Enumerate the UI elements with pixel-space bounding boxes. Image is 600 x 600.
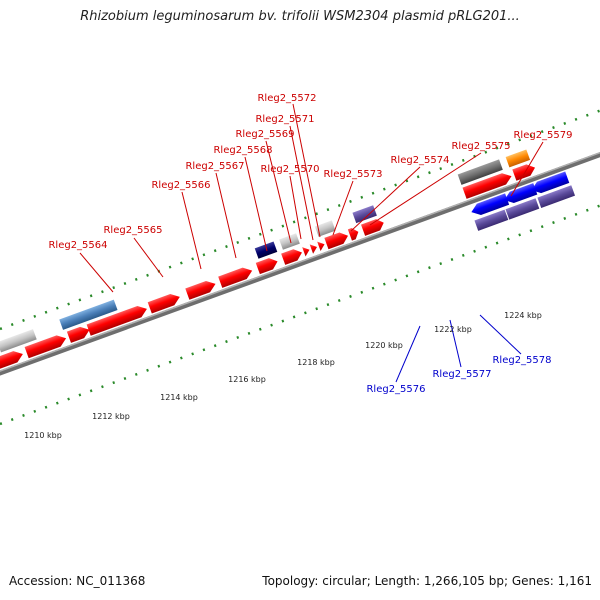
gene-label[interactable]: Rleg2_5565 — [103, 225, 162, 236]
gene-label[interactable]: Rleg2_5577 — [432, 369, 491, 380]
topology-value: circular — [322, 574, 367, 588]
feature-grey[interactable] — [279, 233, 300, 250]
gene-label[interactable]: Rleg2_5570 — [260, 164, 319, 175]
scale-label: 1218 kbp — [297, 358, 335, 367]
feature-slate[interactable] — [352, 205, 377, 224]
scale-label: 1222 kbp — [434, 325, 472, 334]
cds-arrow[interactable] — [281, 247, 304, 265]
feature-slate-reverse[interactable] — [537, 185, 576, 208]
cds-arrow[interactable] — [309, 242, 319, 254]
feature-navy[interactable] — [254, 241, 278, 259]
accession-info: Accession: NC_011368 — [9, 574, 145, 588]
scale-label: 1210 kbp — [24, 431, 62, 440]
topology-label: Topology: — [262, 574, 319, 588]
length-label: Length: — [374, 574, 421, 588]
genes-label: Genes: — [511, 574, 554, 588]
feature-grey[interactable] — [0, 329, 37, 353]
map-title: Rhizobium leguminosarum bv. trifolii WSM… — [80, 9, 520, 24]
feature-dark-grey[interactable] — [457, 159, 503, 185]
cds-arrow[interactable] — [512, 162, 537, 181]
feature-grey[interactable] — [314, 220, 336, 237]
gene-label[interactable]: Rleg2_5575 — [451, 141, 510, 152]
feature-slate-reverse[interactable] — [474, 209, 509, 231]
scale-label: 1212 kbp — [92, 412, 130, 421]
gene-label[interactable]: Rleg2_5574 — [390, 155, 449, 166]
feature-steel-blue[interactable] — [59, 299, 118, 330]
cds-arrow[interactable] — [24, 333, 69, 359]
cds-arrow[interactable] — [0, 348, 25, 373]
cds-arrow-reverse[interactable] — [502, 183, 538, 206]
length-value: 1,266,105 bp — [423, 574, 504, 588]
scale-label: 1216 kbp — [228, 375, 266, 384]
gene-label[interactable]: Rleg2_5569 — [235, 129, 294, 140]
reverse-features — [469, 171, 576, 231]
scale-label: 1224 kbp — [504, 311, 542, 320]
gene-label[interactable]: Rleg2_5579 — [513, 130, 572, 141]
cds-arrow[interactable] — [255, 256, 280, 275]
scale-label: 1220 kbp — [365, 341, 403, 350]
reverse-gene-labels: Rleg2_5576 Rleg2_5577 Rleg2_5578 — [366, 355, 551, 395]
forward-gene-labels: Rleg2_5564 Rleg2_5565 Rleg2_5566 Rleg2_5… — [48, 93, 572, 251]
gene-label[interactable]: Rleg2_5567 — [185, 161, 244, 172]
forward-leader-lines — [79, 103, 544, 293]
gene-label[interactable]: Rleg2_5571 — [255, 114, 314, 125]
accession-value: NC_011368 — [76, 574, 146, 588]
forward-features — [0, 149, 537, 373]
cds-arrow[interactable] — [302, 245, 311, 257]
gene-label[interactable]: Rleg2_5568 — [213, 145, 272, 156]
scale-label: 1214 kbp — [160, 393, 198, 402]
gene-label[interactable]: Rleg2_5573 — [323, 169, 382, 180]
cds-arrow[interactable] — [324, 230, 350, 250]
genome-stats: Topology: circular; Length: 1,266,105 bp… — [262, 574, 592, 588]
gene-label[interactable]: Rleg2_5578 — [492, 355, 551, 366]
cds-arrow[interactable] — [317, 240, 326, 251]
scale-labels: 1210 kbp 1212 kbp 1214 kbp 1216 kbp 1218… — [24, 311, 542, 440]
sequence-backbone — [0, 138, 600, 383]
cds-arrow[interactable] — [147, 291, 182, 314]
reverse-leader-lines — [395, 314, 522, 383]
cds-arrow[interactable] — [218, 265, 254, 288]
cds-arrow-reverse[interactable] — [529, 171, 570, 196]
cds-arrow[interactable] — [347, 226, 361, 241]
cds-arrow[interactable] — [462, 171, 513, 199]
gene-label[interactable]: Rleg2_5576 — [366, 384, 425, 395]
gene-label[interactable]: Rleg2_5572 — [257, 93, 316, 104]
gene-label[interactable]: Rleg2_5566 — [151, 180, 210, 191]
gene-label[interactable]: Rleg2_5564 — [48, 240, 107, 251]
cds-arrow[interactable] — [86, 303, 149, 336]
cds-arrow-reverse[interactable] — [469, 193, 510, 217]
cds-arrow[interactable] — [185, 278, 217, 300]
accession-label: Accession: — [9, 574, 73, 588]
cds-arrow[interactable] — [66, 324, 92, 343]
feature-slate-reverse[interactable] — [505, 198, 540, 220]
genes-value: 1,161 — [557, 574, 592, 588]
cds-arrow[interactable] — [361, 217, 386, 236]
feature-orange[interactable] — [505, 149, 531, 168]
